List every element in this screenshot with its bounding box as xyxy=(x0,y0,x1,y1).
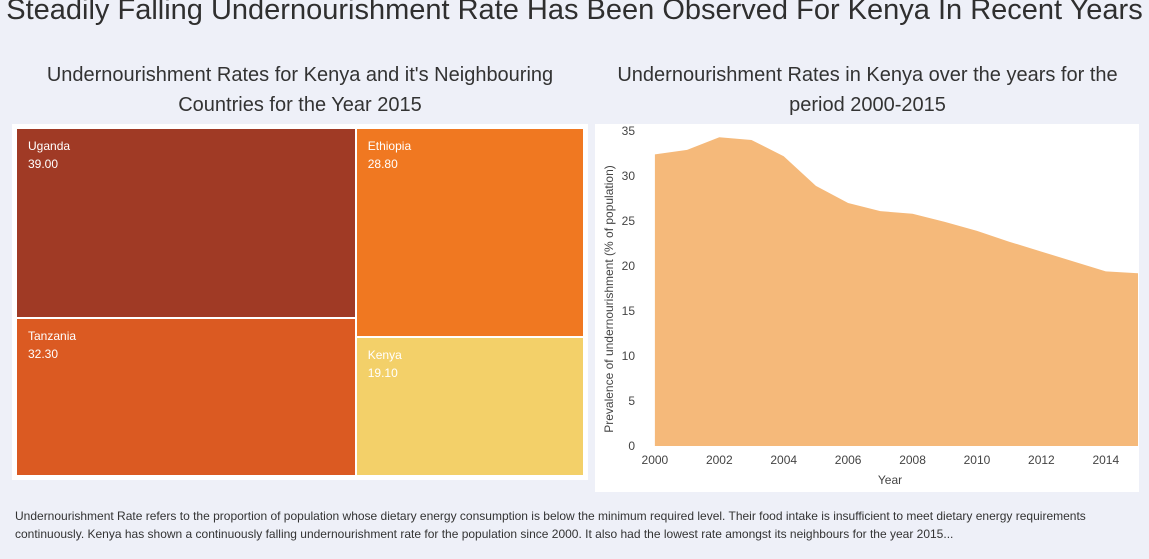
x-tick-label: 2002 xyxy=(706,453,733,467)
y-tick-label: 30 xyxy=(622,169,636,183)
x-tick-label: 2010 xyxy=(964,453,991,467)
y-tick-label: 10 xyxy=(622,349,636,363)
page-title: Steadily Falling Undernourishment Rate H… xyxy=(6,0,1143,26)
y-tick-label: 35 xyxy=(622,124,636,138)
y-tick-label: 20 xyxy=(622,259,636,273)
area-chart-panel: 0 5 10 15 20 25 30 35 2000 2002 2004 2006 2008 2010 2… xyxy=(595,124,1139,492)
x-tick-label: 2000 xyxy=(642,453,669,467)
footnote: Undernourishment Rate refers to the prop… xyxy=(15,509,1086,541)
x-tick-label: 2006 xyxy=(835,453,862,467)
area-chart-title: Undernourishment Rates in Kenya over the… xyxy=(617,64,1118,116)
treemap-panel: Uganda 39.00 Tanzania 32.30 Ethiopia 28.… xyxy=(12,124,588,480)
tile-name: Uganda xyxy=(28,139,71,153)
y-tick-label: 5 xyxy=(628,394,635,408)
x-axis-label: Year xyxy=(878,473,902,487)
area-series[interactable] xyxy=(654,137,1138,447)
treemap-tile-ethiopia[interactable]: Ethiopia 28.80 xyxy=(355,128,584,338)
x-tick-label: 2014 xyxy=(1092,453,1119,467)
treemap-tile-tanzania[interactable]: Tanzania 32.30 xyxy=(16,318,356,476)
tile-name: Ethiopia xyxy=(367,139,412,153)
x-axis-ticks: 2000 2002 2004 2006 2008 2010 2012 2014 xyxy=(642,453,1120,467)
tile-value: 39.00 xyxy=(28,157,59,171)
tile-value: 19.10 xyxy=(367,366,398,381)
x-tick-label: 2004 xyxy=(770,453,797,467)
tile-name: Tanzania xyxy=(28,329,77,344)
y-tick-label: 25 xyxy=(622,214,636,228)
x-tick-label: 2008 xyxy=(899,453,926,467)
treemap-tile-kenya[interactable]: Kenya 19.10 xyxy=(355,337,584,476)
y-tick-label: 0 xyxy=(628,439,635,453)
x-tick-label: 2012 xyxy=(1028,453,1055,467)
tile-name: Kenya xyxy=(367,348,402,363)
tile-value: 32.30 xyxy=(28,347,59,362)
y-axis-label: Prevalence of undernourishment (% of pop… xyxy=(602,165,616,433)
y-axis-ticks: 0 5 10 15 20 25 30 35 xyxy=(622,124,636,453)
treemap-title: Undernourishment Rates for Kenya and it'… xyxy=(46,64,554,116)
treemap-tile-uganda[interactable]: Uganda 39.00 xyxy=(16,128,356,319)
y-tick-label: 15 xyxy=(622,304,636,318)
tile-value: 28.80 xyxy=(367,157,398,171)
